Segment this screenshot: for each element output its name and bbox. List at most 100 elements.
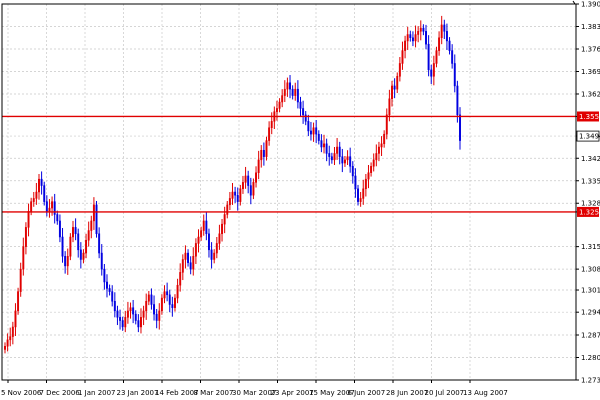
- candle-body: [108, 288, 111, 292]
- candle-body: [205, 220, 208, 235]
- candle-body: [289, 82, 291, 90]
- candle-body: [440, 24, 443, 38]
- candle-body: [95, 204, 98, 235]
- candle-body: [45, 201, 48, 212]
- candle-body: [278, 101, 281, 109]
- candle-body: [27, 211, 30, 228]
- candle-body: [111, 291, 114, 302]
- current-price-label: 1.3494: [579, 133, 600, 141]
- y-tick-label: 1.3285: [581, 200, 600, 208]
- candle-body: [11, 326, 14, 337]
- x-tick-label: 6 Jun 2007: [348, 389, 386, 397]
- candle-body: [174, 297, 176, 308]
- candle-body: [336, 146, 339, 154]
- level-price-label: 1.3258: [579, 208, 600, 216]
- candle-body: [260, 149, 263, 161]
- candle-body: [140, 317, 142, 328]
- candle-body: [69, 236, 72, 257]
- candle-body: [207, 233, 210, 251]
- candle-body: [56, 214, 59, 222]
- candle-body: [179, 272, 182, 286]
- grid-layer: [2, 3, 576, 381]
- candle-body: [231, 191, 234, 199]
- candle-body: [166, 291, 169, 296]
- candle-body: [17, 291, 20, 312]
- candle-body: [6, 339, 9, 347]
- horizontal-lines-layer: [2, 115, 576, 213]
- candle-body: [338, 146, 341, 157]
- candle-body: [380, 143, 383, 148]
- candle-body: [294, 88, 297, 96]
- candle-body: [351, 166, 354, 177]
- candle-body: [323, 143, 325, 148]
- candle-body: [30, 201, 33, 212]
- candle-body: [153, 304, 156, 315]
- candle-body: [367, 172, 370, 180]
- candle-body: [168, 294, 171, 305]
- x-tick-label: 23 Apr 2007: [271, 389, 314, 397]
- candle-body: [341, 156, 344, 164]
- candle-body: [142, 310, 145, 318]
- candle-body: [22, 246, 25, 270]
- candle-body: [66, 256, 69, 267]
- y-tick-label: 1.3835: [581, 23, 600, 31]
- candle-body: [383, 133, 386, 145]
- candle-body: [98, 233, 101, 254]
- candle-body: [82, 252, 85, 260]
- candle-body: [349, 156, 352, 167]
- candle-body: [377, 146, 380, 154]
- candle-body: [409, 34, 412, 38]
- candle-body: [150, 294, 153, 305]
- candle-body: [364, 178, 367, 190]
- y-tick-label: 1.3765: [581, 45, 600, 53]
- candle-body: [184, 252, 187, 260]
- candle-body: [187, 252, 190, 263]
- candle-body: [85, 239, 88, 254]
- candle-body: [312, 127, 315, 135]
- x-tick-label: 28 Jun 2007: [386, 389, 428, 397]
- candle-body: [359, 198, 362, 202]
- candle-body: [160, 297, 163, 312]
- candle-body: [404, 40, 407, 51]
- candle-body: [35, 191, 38, 199]
- candle-body: [14, 310, 17, 328]
- candle-body: [72, 227, 74, 238]
- candle-body: [281, 95, 284, 103]
- candle-body: [357, 188, 359, 202]
- candle-body: [343, 159, 346, 164]
- y-tick-label: 1.3905: [581, 1, 600, 9]
- candle-body: [432, 63, 435, 77]
- candle-body: [226, 204, 229, 215]
- candle-body: [286, 82, 289, 90]
- y-tick-label: 1.2875: [581, 332, 600, 340]
- candle-body: [262, 149, 265, 157]
- y-tick-label: 1.3080: [581, 266, 600, 274]
- candle-body: [221, 223, 224, 235]
- candle-body: [92, 204, 95, 222]
- x-tick-label: 15 May 2007: [309, 389, 355, 397]
- candle-body: [244, 175, 247, 183]
- candle-body: [315, 127, 318, 135]
- candle-body: [346, 156, 349, 161]
- candle-body: [320, 140, 323, 148]
- candle-body: [328, 153, 331, 157]
- candle-body: [451, 50, 454, 64]
- candle-body: [291, 88, 294, 96]
- candle-body: [354, 175, 357, 190]
- candle-body: [459, 114, 461, 141]
- y-tick-label: 1.3425: [581, 155, 600, 163]
- y-tick-label: 1.3625: [581, 90, 600, 98]
- candle-body: [218, 233, 221, 244]
- candle-body: [270, 121, 273, 128]
- candle-body: [194, 243, 197, 257]
- candle-body: [4, 346, 6, 350]
- x-tick-label: 8 Mar 2007: [194, 389, 234, 397]
- level-price-label: 1.3555: [579, 113, 600, 121]
- candle-body: [87, 230, 90, 241]
- candle-body: [372, 159, 375, 167]
- candle-body: [453, 63, 456, 87]
- candle-body: [239, 188, 242, 202]
- candle-body: [106, 281, 108, 289]
